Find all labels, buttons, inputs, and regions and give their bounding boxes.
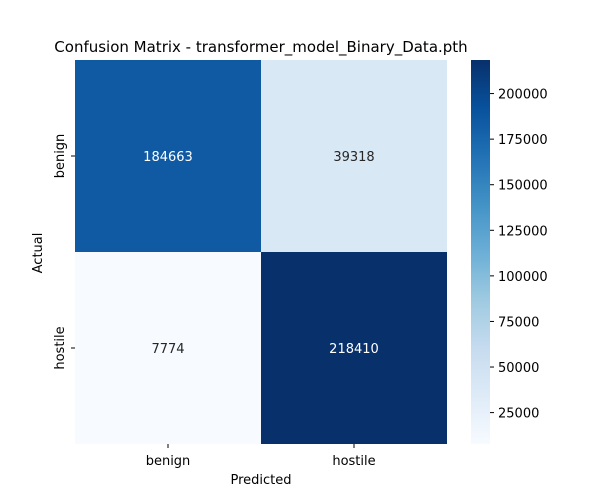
colorbar-tick-label: 50000 bbox=[498, 361, 539, 376]
colorbar-tick-label: 100000 bbox=[498, 270, 548, 285]
y-axis-ticks: benign hostile bbox=[53, 134, 75, 370]
cell-value-label: 184663 bbox=[143, 150, 193, 165]
heatmap-cell-labels: 184663 39318 7774 218410 bbox=[143, 150, 379, 357]
y-tick-label: hostile bbox=[53, 326, 68, 369]
cell-value-label: 7774 bbox=[151, 342, 184, 357]
colorbar-tick-label: 150000 bbox=[498, 179, 548, 194]
x-axis-label: Predicted bbox=[230, 473, 291, 488]
chart-title: Confusion Matrix - transformer_model_Bin… bbox=[54, 38, 467, 57]
x-axis-ticks: benign hostile bbox=[146, 444, 376, 469]
colorbar bbox=[471, 60, 490, 444]
y-tick-label: benign bbox=[53, 134, 68, 179]
heatmap-cell bbox=[261, 60, 447, 252]
heatmap-cell bbox=[261, 252, 447, 444]
y-axis-label: Actual bbox=[31, 233, 46, 274]
colorbar-tick-label: 25000 bbox=[498, 407, 539, 422]
colorbar-tick-label: 200000 bbox=[498, 88, 548, 103]
colorbar-tick-label: 125000 bbox=[498, 224, 548, 239]
heatmap-cell bbox=[75, 60, 261, 252]
colorbar-ticks: 25000 50000 75000 100000 125000 150000 175000 2… bbox=[490, 88, 548, 422]
heatmap-cells bbox=[75, 60, 447, 444]
x-tick-label: benign bbox=[146, 454, 191, 469]
colorbar-tick-label: 75000 bbox=[498, 315, 539, 330]
cell-value-label: 39318 bbox=[333, 150, 374, 165]
colorbar-tick-label: 175000 bbox=[498, 133, 548, 148]
cell-value-label: 218410 bbox=[329, 342, 379, 357]
x-tick-label: hostile bbox=[332, 454, 375, 469]
heatmap-cell bbox=[75, 252, 261, 444]
